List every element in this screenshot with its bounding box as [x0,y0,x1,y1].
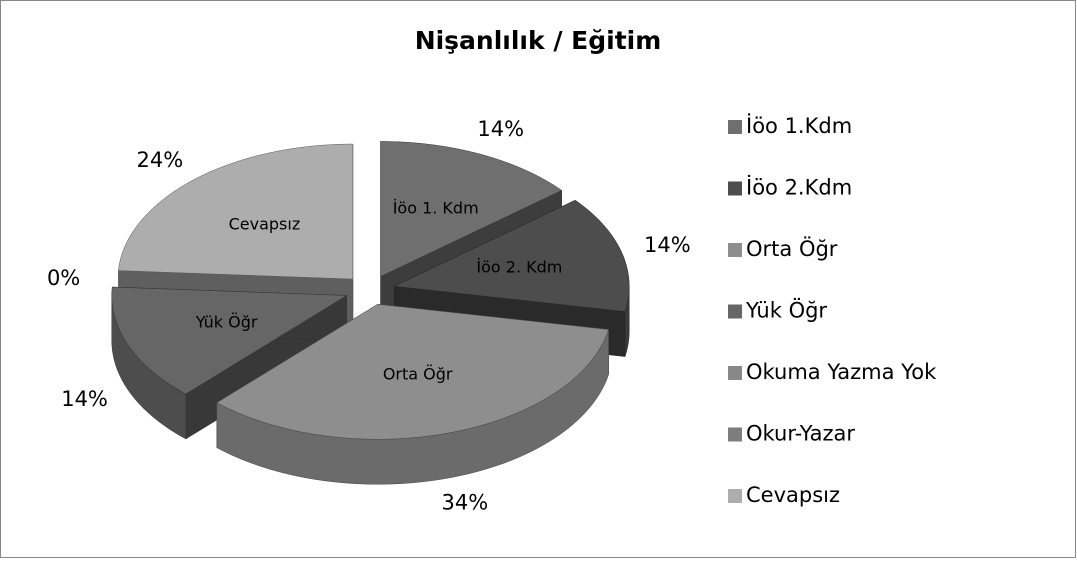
legend-swatch [728,304,742,319]
slice-top [111,286,348,395]
value-label: 14% [477,117,524,141]
value-label: 24% [137,148,184,172]
value-label: 14% [644,233,691,257]
legend-label: Yük Öğr [745,298,827,323]
legend-swatch [728,489,742,503]
legend-swatch [728,120,742,134]
chart-title: Nişanlılık / Eğitim [415,26,662,55]
value-label: 34% [442,490,489,514]
slice-top [118,143,354,280]
legend-swatch [728,427,742,442]
slice-top [393,199,630,312]
slice-label: İöo 1. Kdm [393,199,479,218]
slice-label: Yük Öğr [195,312,258,331]
slice-top [380,141,563,277]
legend-label: Okur-Yazar [746,422,855,446]
legend-label: İöo 1.Kdm [746,113,852,138]
slice [216,303,609,485]
legend-label: İöo 2.Kdm [746,175,852,200]
slice-label: İöo 2. Kdm [476,257,562,276]
legend-label: Cevapsız [746,483,840,507]
slice-top [216,304,609,440]
legend-swatch [728,181,742,196]
slice-label: Orta Öğr [383,364,453,383]
legend-swatch [728,366,742,380]
legend-label: Orta Öğr [746,236,838,261]
value-label: 14% [61,387,108,411]
value-label: 0% [47,266,80,290]
slice-label: Cevapsız [229,214,301,233]
legend-label: Okuma Yazma Yok [746,360,937,384]
legend-swatch [728,243,742,257]
